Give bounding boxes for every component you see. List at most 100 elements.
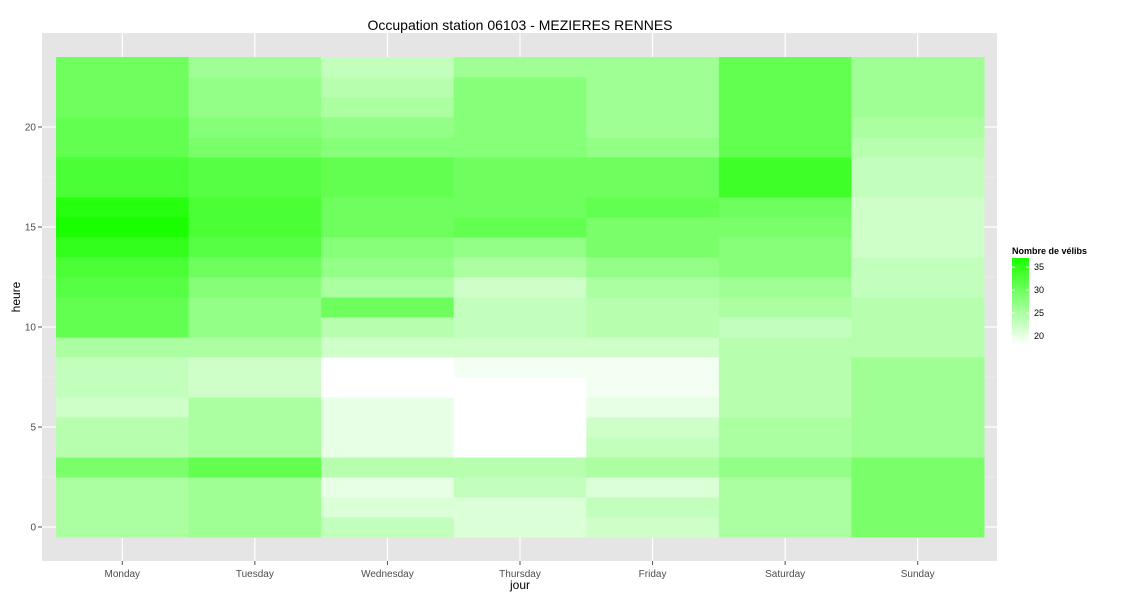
heatmap-cell (56, 137, 190, 158)
heatmap-cell (851, 337, 985, 358)
heatmap-cell (851, 217, 985, 238)
heatmap-cell (718, 477, 852, 498)
legend-tick-label: 30 (1034, 285, 1044, 295)
heatmap-cell (56, 377, 190, 398)
heatmap-cell (718, 157, 852, 178)
heatmap-cell (321, 517, 455, 538)
heatmap-cell (56, 457, 190, 478)
heatmap-cell (188, 77, 322, 98)
heatmap-cell (718, 57, 852, 78)
heatmap-cell (453, 177, 587, 198)
heatmap-cell (586, 97, 720, 118)
heatmap-cell (586, 57, 720, 78)
heatmap-cell (851, 457, 985, 478)
heatmap-cell (453, 457, 587, 478)
heatmap-cell (188, 177, 322, 198)
heatmap-cell (56, 417, 190, 438)
heatmap-cells (56, 57, 985, 538)
heatmap-cell (321, 217, 455, 238)
heatmap-cell (453, 137, 587, 158)
heatmap-cell (56, 197, 190, 218)
heatmap-cell (586, 77, 720, 98)
heatmap-cell (56, 337, 190, 358)
heatmap-cell (718, 217, 852, 238)
x-tick-label: Saturday (765, 569, 805, 580)
heatmap-cell (453, 417, 587, 438)
heatmap-cell (188, 377, 322, 398)
heatmap-cell (188, 197, 322, 218)
heatmap-cell (586, 157, 720, 178)
heatmap-cell (453, 237, 587, 258)
heatmap-cell (453, 317, 587, 338)
heatmap-cell (321, 137, 455, 158)
y-tick-label: 10 (25, 323, 37, 334)
heatmap-cell (321, 297, 455, 318)
heatmap-cell (851, 437, 985, 458)
heatmap-cell (586, 337, 720, 358)
heatmap-cell (188, 117, 322, 138)
heatmap-cell (56, 237, 190, 258)
heatmap-cell (56, 117, 190, 138)
heatmap-cell (851, 137, 985, 158)
x-tick-label: Friday (639, 569, 667, 580)
heatmap-cell (718, 357, 852, 378)
heatmap-cell (851, 517, 985, 538)
heatmap-cell (56, 297, 190, 318)
heatmap-cell (718, 197, 852, 218)
heatmap-cell (188, 157, 322, 178)
heatmap-cell (586, 277, 720, 298)
heatmap-cell (851, 117, 985, 138)
heatmap-cell (453, 397, 587, 418)
heatmap-cell (718, 437, 852, 458)
x-axis: Monday Tuesday Wednesday Thursday Friday Satu… (104, 561, 935, 580)
heatmap-cell (321, 437, 455, 458)
heatmap-cell (586, 357, 720, 378)
heatmap-cell (851, 417, 985, 438)
heatmap-cell (453, 157, 587, 178)
heatmap-cell (56, 157, 190, 178)
heatmap-cell (56, 97, 190, 118)
legend-tick-label: 25 (1034, 308, 1044, 318)
heatmap-cell (851, 57, 985, 78)
heatmap-cell (718, 137, 852, 158)
heatmap-cell (321, 377, 455, 398)
heatmap-cell (453, 297, 587, 318)
y-axis-label: heure (9, 281, 23, 312)
heatmap-cell (321, 237, 455, 258)
heatmap-cell (188, 57, 322, 78)
heatmap-cell (188, 137, 322, 158)
heatmap-cell (321, 277, 455, 298)
heatmap-cell (188, 237, 322, 258)
legend-tick-label: 35 (1034, 262, 1044, 272)
heatmap-cell (586, 417, 720, 438)
heatmap-cell (321, 457, 455, 478)
heatmap-cell (851, 277, 985, 298)
heatmap-cell (851, 477, 985, 498)
heatmap-cell (188, 257, 322, 278)
heatmap-cell (321, 317, 455, 338)
heatmap-cell (718, 317, 852, 338)
heatmap-cell (453, 517, 587, 538)
heatmap-cell (718, 257, 852, 278)
heatmap-cell (718, 297, 852, 318)
heatmap-cell (586, 317, 720, 338)
heatmap-cell (321, 497, 455, 518)
heatmap-cell (851, 497, 985, 518)
heatmap-cell (718, 457, 852, 478)
heatmap-cell (586, 477, 720, 498)
heatmap-cell (453, 477, 587, 498)
heatmap-cell (321, 97, 455, 118)
heatmap-cell (321, 157, 455, 178)
heatmap-cell (586, 437, 720, 458)
heatmap-cell (188, 97, 322, 118)
heatmap-cell (321, 57, 455, 78)
heatmap-cell (188, 217, 322, 238)
legend-colorbar (1012, 258, 1029, 345)
y-tick-label: 15 (25, 223, 37, 234)
heatmap-cell (56, 477, 190, 498)
heatmap-cell (718, 417, 852, 438)
heatmap-cell (851, 317, 985, 338)
heatmap-cell (453, 357, 587, 378)
heatmap-cell (718, 277, 852, 298)
heatmap-cell (851, 237, 985, 258)
